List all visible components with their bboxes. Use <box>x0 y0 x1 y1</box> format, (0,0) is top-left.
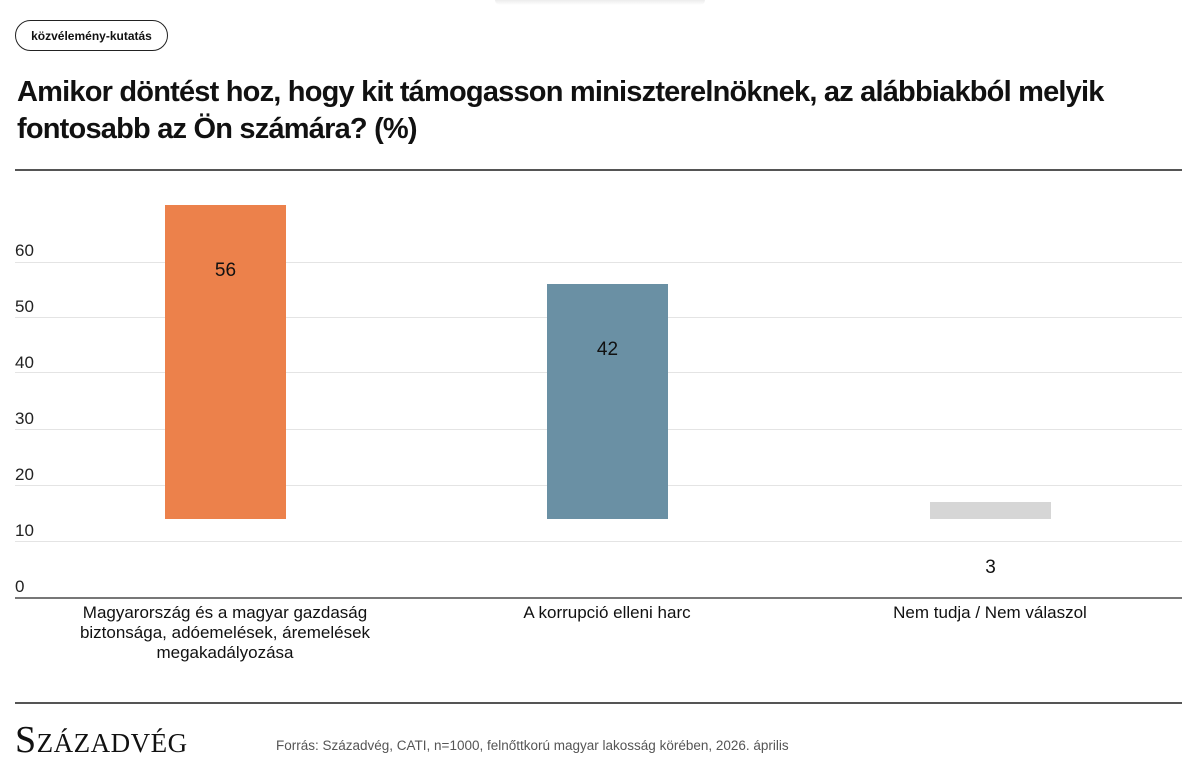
y-tick-0: 0 <box>15 577 25 596</box>
x-label-anti-corruption: A korrupció elleni harc <box>523 603 691 622</box>
bar-value-label: 42 <box>596 339 619 360</box>
y-tick-40: 40 <box>15 353 34 372</box>
title-divider <box>15 169 1182 171</box>
bar-chart: 60 50 40 30 20 10 0 56 42 3 Magyarország… <box>15 205 1182 662</box>
bar-value-label: 3 <box>985 557 996 578</box>
bar-anti-corruption[interactable] <box>547 284 668 519</box>
y-tick-50: 50 <box>15 297 34 316</box>
y-tick-30: 30 <box>15 409 34 428</box>
szazadveg-logo: Századvég <box>15 719 188 761</box>
y-tick-20: 20 <box>15 465 34 484</box>
bar-value-label: 56 <box>214 260 237 281</box>
chart-title: Amikor döntést hoz, hogy kit támogasson … <box>17 76 1104 145</box>
category-tag[interactable]: közvélemény-kutatás <box>15 20 168 51</box>
y-tick-60: 60 <box>15 241 34 260</box>
bar-dont-know[interactable] <box>930 502 1051 519</box>
top-shade <box>495 0 705 5</box>
bar-economy-security[interactable] <box>165 205 286 519</box>
source-note: Forrás: Századvég, CATI, n=1000, felnőtt… <box>276 738 789 753</box>
x-label-economy-security: Magyarország és a magyar gazdaság bizton… <box>79 603 371 662</box>
footer-divider <box>15 702 1182 704</box>
gridline-10 <box>15 541 1182 542</box>
x-axis-baseline <box>15 597 1182 599</box>
x-label-dont-know: Nem tudja / Nem válaszol <box>893 603 1087 622</box>
y-tick-10: 10 <box>15 521 34 540</box>
gridline-60 <box>15 262 1182 263</box>
category-tag-label: közvélemény-kutatás <box>31 28 152 43</box>
